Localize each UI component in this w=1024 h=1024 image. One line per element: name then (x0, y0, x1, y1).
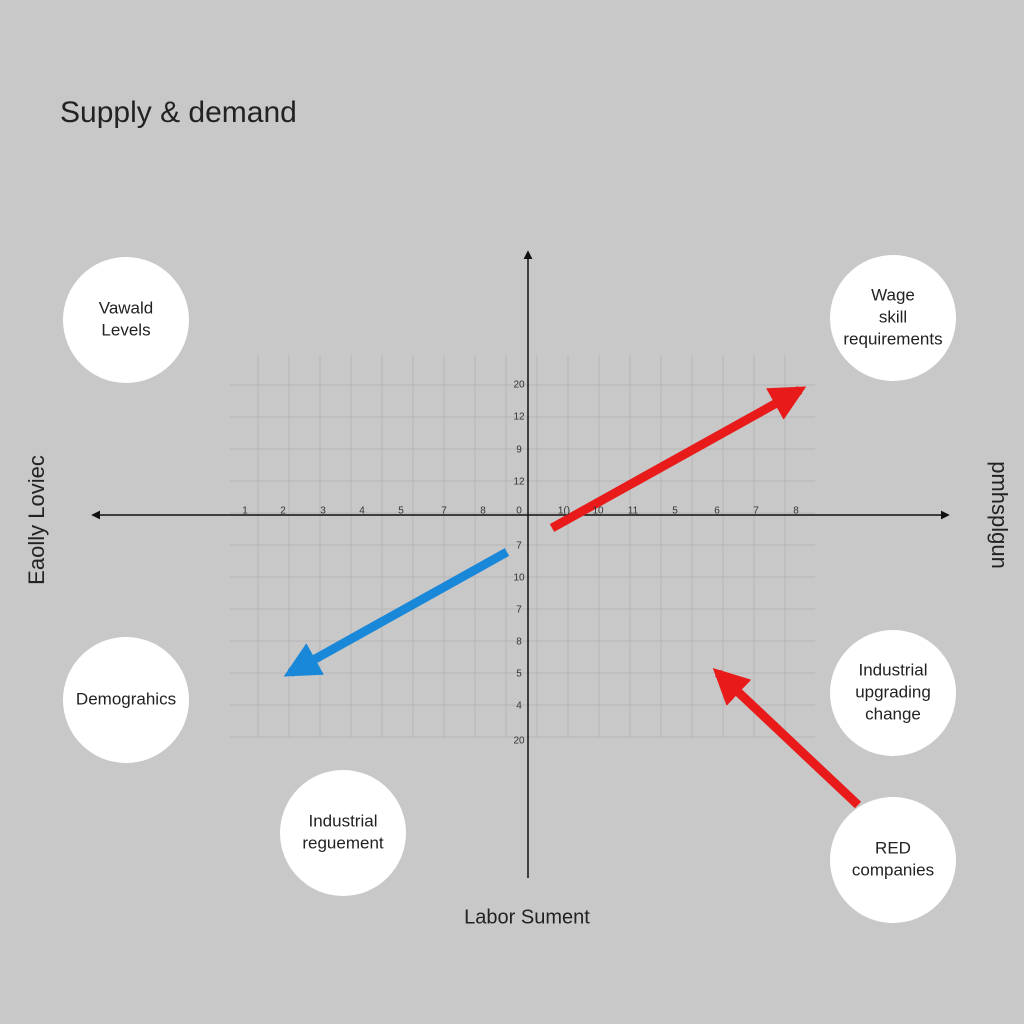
tick-label: 12 (513, 477, 525, 488)
tick-label: 20 (513, 380, 525, 391)
node-label: skill (879, 307, 907, 326)
tick-label: 10 (592, 506, 604, 517)
node-label: Industrial (859, 660, 928, 679)
node-label: change (865, 704, 921, 723)
node-label: companies (852, 860, 934, 879)
tick-label: 8 (516, 637, 522, 648)
tick-label: 4 (516, 701, 522, 712)
nodes: Vawald Levels Wage skill requirements Demogra… (63, 255, 956, 923)
node-circle (830, 630, 956, 756)
arrow (549, 386, 807, 532)
tick-label: 4 (359, 506, 365, 517)
tick-label: 0 (516, 506, 522, 517)
tick-label: 8 (480, 506, 486, 517)
arrow (283, 548, 510, 677)
node-label: Industrial (309, 811, 378, 830)
node-label: Levels (101, 320, 150, 339)
node-label: Vawald (99, 298, 154, 317)
tick-label: 10 (513, 573, 525, 584)
tick-label: 5 (672, 506, 678, 517)
node-circle (830, 797, 956, 923)
node-label: upgrading (855, 682, 931, 701)
tick-label: 5 (398, 506, 404, 517)
tick-label: 12 (513, 412, 525, 423)
axis-label: Eaolly Loviec (24, 455, 49, 585)
tick-label: 20 (513, 736, 525, 747)
axis-label: pmhsplgun (987, 461, 1012, 569)
node-label: Wage (871, 285, 915, 304)
tick-label: 7 (753, 506, 759, 517)
tick-label: 1 (242, 506, 248, 517)
node-circle (830, 255, 956, 381)
axis-label: Labor Sument (464, 906, 590, 928)
node-label: reguement (302, 833, 384, 852)
tick-label: 2 (280, 506, 286, 517)
node-label: Demograhics (76, 689, 176, 708)
tick-label: 5 (516, 669, 522, 680)
node-label: requirements (843, 329, 942, 348)
arrow (712, 668, 862, 809)
tick-label: 8 (793, 506, 799, 517)
node-label: RED (875, 838, 911, 857)
tick-label: 6 (714, 506, 720, 517)
tick-label: 7 (516, 541, 522, 552)
tick-label: 11 (628, 506, 639, 517)
tick-label: 3 (320, 506, 326, 517)
tick-label: 7 (516, 605, 522, 616)
tick-label: 7 (441, 506, 447, 517)
node-circle (63, 257, 189, 383)
node-circle (280, 770, 406, 896)
node-circle (63, 637, 189, 763)
tick-label: 9 (516, 445, 522, 456)
tick-label: 1() (558, 506, 570, 517)
title: Supply & demand (60, 96, 297, 129)
